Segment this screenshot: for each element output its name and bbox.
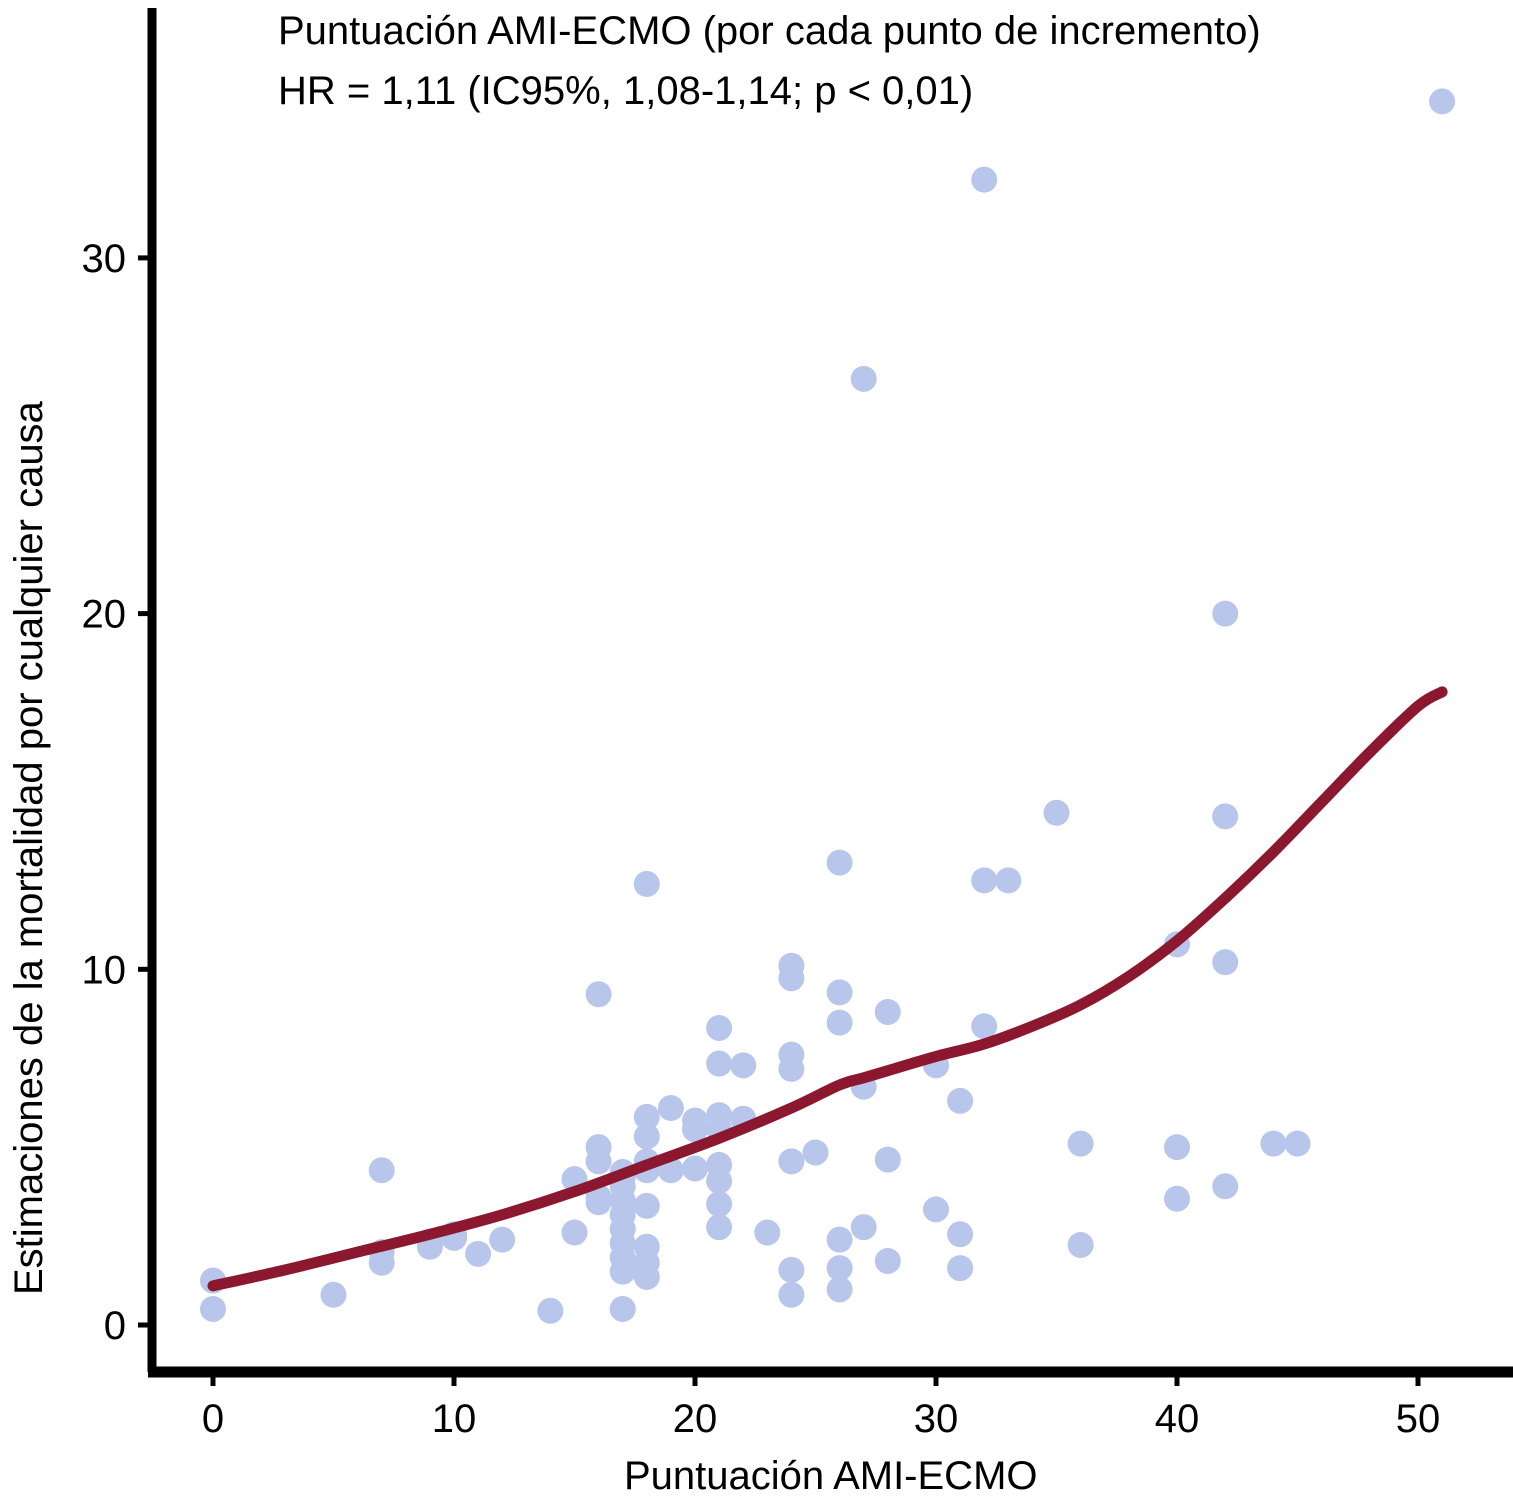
scatter-point bbox=[778, 1256, 805, 1283]
scatter-point bbox=[1212, 949, 1239, 976]
scatter-point bbox=[489, 1226, 516, 1253]
scatter-point bbox=[706, 1191, 733, 1218]
scatter-point bbox=[874, 1146, 901, 1173]
scatter-point bbox=[537, 1297, 564, 1324]
scatter-point bbox=[850, 1214, 877, 1241]
scatter-point bbox=[1260, 1130, 1287, 1157]
scatter-point bbox=[657, 1095, 684, 1122]
scatter-point bbox=[1429, 88, 1456, 115]
scatter-point bbox=[826, 1276, 853, 1303]
annotation-line-2: HR = 1,11 (IC95%, 1,08-1,14; p < 0,01) bbox=[278, 69, 973, 113]
scatter-point bbox=[1212, 803, 1239, 830]
scatter-point bbox=[706, 1167, 733, 1194]
scatter-point bbox=[802, 1139, 829, 1166]
scatter-point bbox=[947, 1221, 974, 1248]
scatter-point bbox=[1164, 1134, 1190, 1161]
scatter-point bbox=[971, 166, 998, 193]
x-tick-label: 30 bbox=[914, 1397, 959, 1441]
scatter-point bbox=[971, 1013, 998, 1040]
x-tick-label: 20 bbox=[673, 1397, 718, 1441]
scatter-point bbox=[200, 1295, 226, 1322]
x-tick-label: 0 bbox=[202, 1397, 224, 1441]
scatter-point bbox=[585, 1148, 612, 1175]
scatter-point bbox=[730, 1052, 757, 1079]
x-tick-label: 10 bbox=[432, 1397, 477, 1441]
x-tick-label: 40 bbox=[1155, 1397, 1200, 1441]
scatter-point bbox=[971, 867, 998, 894]
x-tick-label: 50 bbox=[1396, 1397, 1441, 1441]
scatter-point bbox=[1212, 600, 1239, 627]
y-tick-label: 20 bbox=[82, 593, 127, 637]
scatter-point bbox=[682, 1155, 708, 1182]
scatter-point bbox=[633, 1123, 660, 1150]
scatter-point bbox=[585, 981, 612, 1008]
scatter-point bbox=[923, 1196, 949, 1223]
scatter-point bbox=[1043, 799, 1070, 826]
scatter-point bbox=[706, 1214, 733, 1241]
scatter-point bbox=[874, 998, 901, 1025]
scatter-point bbox=[1284, 1130, 1311, 1157]
scatter-point bbox=[633, 870, 660, 897]
y-axis-title: Estimaciones de la mortalidad por cualqu… bbox=[7, 400, 51, 1295]
y-tick-label: 30 bbox=[82, 237, 127, 281]
scatter-point bbox=[633, 1103, 660, 1130]
scatter-point bbox=[754, 1219, 781, 1246]
x-axis-title: Puntuación AMI-ECMO bbox=[624, 1454, 1038, 1498]
scatter-point bbox=[874, 1247, 901, 1274]
scatter-point bbox=[1067, 1231, 1094, 1258]
scatter-point bbox=[826, 1009, 853, 1036]
scatter-point bbox=[682, 1116, 708, 1143]
scatter-point bbox=[826, 1226, 853, 1253]
scatter-point bbox=[778, 965, 805, 992]
scatter-points-layer bbox=[200, 88, 1456, 1324]
scatter-point bbox=[561, 1219, 588, 1246]
x-axis-ticks: 0 10 20 30 40 50 bbox=[202, 1372, 1440, 1441]
scatter-point bbox=[585, 1189, 612, 1216]
scatter-point bbox=[465, 1240, 492, 1267]
scatter-point bbox=[947, 1087, 974, 1114]
scatter-point bbox=[947, 1255, 974, 1282]
scatter-point bbox=[633, 1192, 660, 1219]
scatter-point bbox=[826, 1255, 853, 1282]
scatter-point bbox=[609, 1295, 636, 1322]
scatter-point bbox=[633, 1263, 660, 1290]
scatter-point bbox=[368, 1157, 395, 1184]
scatter-point bbox=[850, 365, 877, 392]
y-tick-label: 10 bbox=[82, 948, 127, 992]
y-tick-label: 0 bbox=[104, 1304, 126, 1348]
scatter-point bbox=[1067, 1130, 1094, 1157]
scatter-point bbox=[368, 1249, 395, 1276]
scatter-point bbox=[995, 867, 1022, 894]
scatter-point bbox=[826, 979, 853, 1006]
scatter-point bbox=[1212, 1173, 1239, 1200]
scatter-point bbox=[778, 1148, 805, 1175]
scatter-point bbox=[706, 1014, 733, 1041]
annotation-line-1: Puntuación AMI-ECMO (por cada punto de i… bbox=[278, 9, 1261, 53]
scatter-point bbox=[826, 849, 853, 876]
scatter-point bbox=[706, 1050, 733, 1077]
scatter-point bbox=[778, 1055, 805, 1082]
fit-curve-line bbox=[207, 686, 1448, 1292]
y-axis-ticks: 0 10 20 30 bbox=[82, 237, 152, 1348]
scatter-point bbox=[609, 1258, 636, 1285]
scatter-point bbox=[320, 1281, 347, 1308]
scatter-point bbox=[1164, 1185, 1190, 1212]
scatter-point bbox=[778, 1281, 805, 1308]
